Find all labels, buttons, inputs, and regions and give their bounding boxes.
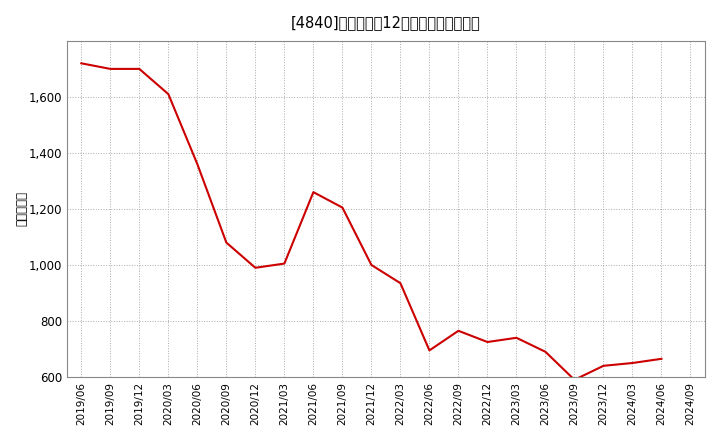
- Y-axis label: （百万円）: （百万円）: [15, 191, 28, 227]
- Title: [4840]　売上高の12か月移動合計の推移: [4840] 売上高の12か月移動合計の推移: [291, 15, 481, 30]
